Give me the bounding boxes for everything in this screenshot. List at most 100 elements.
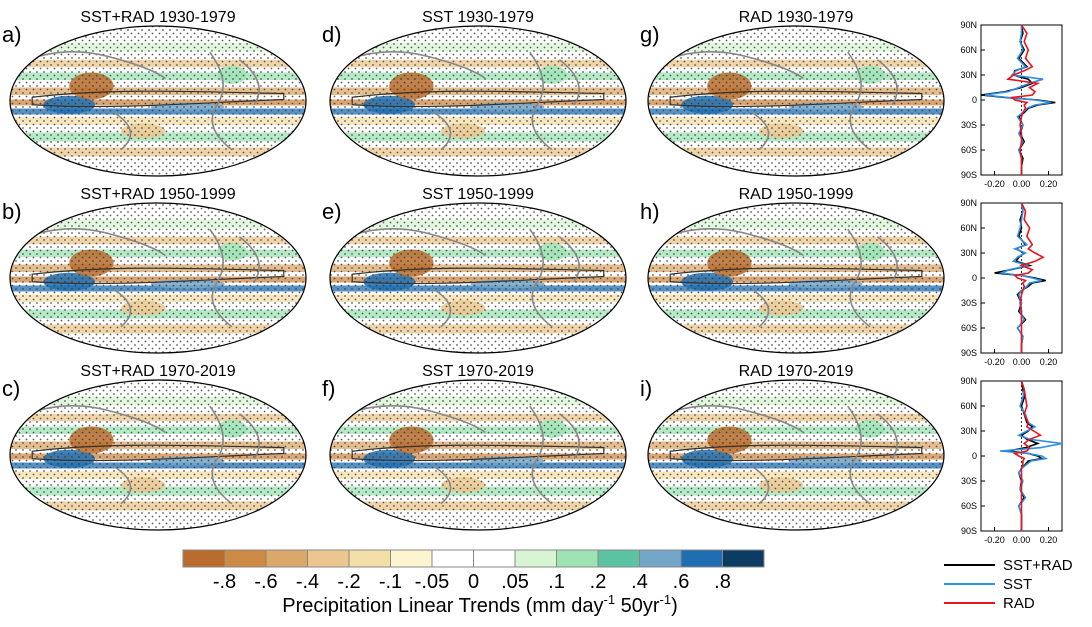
x-tick-label: 0.20: [1040, 179, 1058, 189]
map-panel: a) SST+RAD 1930-1979: [2, 9, 307, 177]
significance-stippling: [330, 26, 626, 176]
y-tick-label: 30S: [961, 120, 977, 130]
series-line-sst: [998, 202, 1043, 353]
y-tick-label: 90N: [960, 376, 977, 386]
colorbar-label: .4: [631, 571, 648, 593]
coastline: [433, 465, 452, 505]
colorbar-swatch: [390, 549, 433, 568]
panel-title: RAD 1930-1979: [739, 9, 854, 26]
coastline: [433, 111, 452, 151]
series-line-rad: [1013, 202, 1045, 353]
y-tick-label: 90S: [961, 348, 977, 358]
coastline: [847, 405, 871, 505]
colorbar-label: -.6: [254, 571, 277, 593]
coastline: [529, 51, 553, 151]
map-outline: [647, 202, 945, 354]
x-tick-label: 0.00: [1013, 357, 1031, 367]
x-tick-label: -0.20: [984, 357, 1005, 367]
map-panel: h) RAD 1950-1999: [640, 186, 945, 354]
coastline: [209, 51, 233, 151]
itcz-contour: [669, 90, 923, 108]
panel-letter: d): [322, 22, 342, 47]
panel-title: RAD 1970-2019: [739, 363, 854, 380]
significance-stippling: [10, 203, 306, 353]
significance-stippling: [330, 203, 626, 353]
y-tick-label: 60N: [960, 45, 977, 55]
colorbar-swatch: [224, 549, 267, 568]
coastline: [847, 51, 871, 151]
coastline: [847, 228, 871, 328]
y-tick-label: 0: [972, 451, 977, 461]
legend-label: SST: [1003, 576, 1032, 593]
coastline: [238, 413, 260, 460]
zonal-mean-panel: 90N 60N 30N 0 30S 60S 90S -0.20 0.00 0.20: [960, 376, 1063, 545]
panel-title: RAD 1950-1999: [739, 186, 854, 203]
y-tick-label: 0: [972, 273, 977, 283]
panel-title: SST 1930-1979: [422, 9, 534, 26]
y-tick-label: 0: [972, 95, 977, 105]
panel-title: SST+RAD 1970-2019: [80, 363, 235, 380]
coastline: [876, 59, 898, 106]
colorbar-label: .1: [548, 571, 565, 593]
y-tick-label: 30N: [960, 426, 977, 436]
x-tick-label: -0.20: [984, 535, 1005, 545]
coastline: [751, 288, 770, 328]
colorbar-label: -.2: [337, 571, 360, 593]
map-outline: [9, 379, 307, 531]
coastline: [876, 413, 898, 460]
coastline: [337, 405, 486, 434]
itcz-contour: [351, 444, 605, 462]
coastline: [751, 111, 770, 151]
map-outline: [329, 25, 627, 177]
colorbar-label: .8: [714, 571, 731, 593]
zonal-mean-panels: 90N 60N 30N 0 30S 60S 90S -0.20 0.00 0.20 90N 60N 30…: [960, 20, 1063, 545]
itcz-contour: [351, 267, 605, 285]
coastline: [209, 405, 233, 505]
y-tick-label: 30S: [961, 476, 977, 486]
x-tick-label: 0.20: [1040, 535, 1058, 545]
y-tick-label: 30N: [960, 70, 977, 80]
colorbar-label: -.8: [213, 571, 236, 593]
significance-stippling: [10, 380, 306, 530]
map-panel: c) SST+RAD 1970-2019: [2, 363, 307, 531]
colorbar-swatch: [473, 549, 516, 568]
coastline: [17, 228, 166, 257]
coastline: [655, 51, 804, 80]
colorbar-label: -.05: [415, 571, 449, 593]
colorbar-label: .2: [590, 571, 607, 593]
y-tick-label: 90N: [960, 198, 977, 208]
panel-letter: f): [322, 376, 335, 401]
map-panel: g) RAD 1930-1979: [640, 9, 945, 177]
map-panel: f) SST 1970-2019: [322, 363, 627, 531]
colorbar-swatch: [307, 549, 350, 568]
colorbar-swatch: [597, 549, 640, 568]
map-outline: [329, 379, 627, 531]
coastline: [17, 405, 166, 434]
coastline: [558, 413, 580, 460]
coastline: [655, 228, 804, 257]
legend-label: SST+RAD: [1003, 557, 1073, 574]
coastline: [433, 288, 452, 328]
colorbar-swatch: [431, 549, 474, 568]
colorbar-title: Precipitation Linear Trends (mm day-1 50…: [282, 592, 678, 617]
map-outline: [647, 379, 945, 531]
colorbar-label: .05: [501, 571, 529, 593]
series-line-rad: [1006, 24, 1041, 175]
x-tick-label: 0.20: [1040, 357, 1058, 367]
legend: SST+RAD SST RAD: [944, 557, 1073, 612]
map-panel: b) SST+RAD 1950-1999: [2, 186, 307, 354]
colorbar-label: .6: [673, 571, 690, 593]
map-panel: d) SST 1930-1979: [322, 9, 627, 177]
coastline: [238, 236, 260, 283]
coastline: [113, 288, 132, 328]
coastline: [337, 51, 486, 80]
zonal-mean-panel: 90N 60N 30N 0 30S 60S 90S -0.20 0.00 0.20: [960, 198, 1063, 367]
colorbar-swatch: [348, 549, 391, 568]
map-outline: [329, 202, 627, 354]
coastline: [529, 228, 553, 328]
coastline: [238, 59, 260, 106]
panel-letter: b): [2, 199, 22, 224]
map-panels: a) SST+RAD 1930-1979 b) SST+RAD 1950-1999 c)…: [2, 9, 945, 531]
significance-stippling: [648, 26, 944, 176]
y-tick-label: 90S: [961, 526, 977, 536]
